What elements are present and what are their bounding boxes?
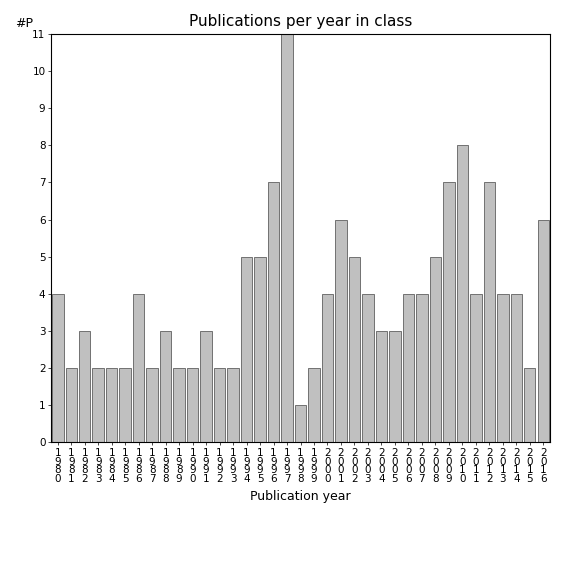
Bar xyxy=(79,331,91,442)
Bar xyxy=(146,368,158,442)
Bar xyxy=(308,368,320,442)
Y-axis label: #P: #P xyxy=(15,17,32,30)
Bar xyxy=(174,368,185,442)
Bar xyxy=(255,257,266,442)
Bar xyxy=(403,294,414,442)
Bar xyxy=(66,368,77,442)
Bar xyxy=(497,294,509,442)
Bar xyxy=(133,294,145,442)
Bar xyxy=(106,368,117,442)
Bar xyxy=(430,257,441,442)
Bar xyxy=(227,368,239,442)
Bar xyxy=(120,368,131,442)
Bar xyxy=(187,368,198,442)
Bar xyxy=(510,294,522,442)
Bar xyxy=(524,368,535,442)
Bar xyxy=(335,219,346,442)
X-axis label: Publication year: Publication year xyxy=(250,490,351,503)
Title: Publications per year in class: Publications per year in class xyxy=(189,14,412,29)
Bar xyxy=(456,145,468,442)
Bar xyxy=(538,219,549,442)
Bar xyxy=(470,294,481,442)
Bar xyxy=(484,183,495,442)
Bar xyxy=(92,368,104,442)
Bar xyxy=(349,257,360,442)
Bar xyxy=(281,34,293,442)
Bar xyxy=(160,331,171,442)
Bar xyxy=(241,257,252,442)
Bar xyxy=(443,183,455,442)
Bar xyxy=(416,294,428,442)
Bar xyxy=(389,331,401,442)
Bar xyxy=(295,405,306,442)
Bar xyxy=(362,294,374,442)
Bar xyxy=(52,294,64,442)
Bar xyxy=(376,331,387,442)
Bar xyxy=(268,183,280,442)
Bar xyxy=(214,368,225,442)
Bar xyxy=(200,331,212,442)
Bar xyxy=(321,294,333,442)
